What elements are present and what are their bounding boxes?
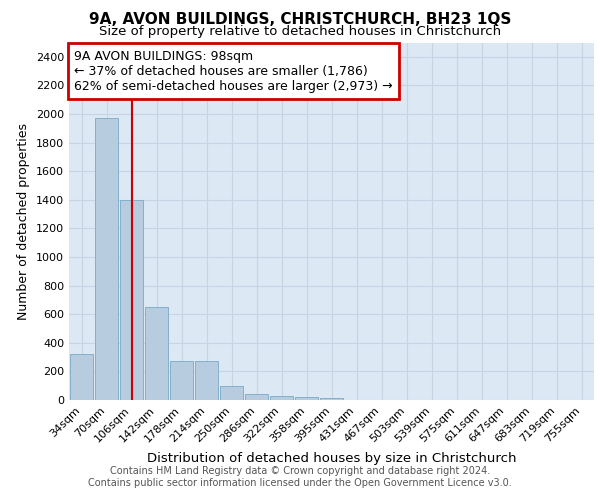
Text: Contains HM Land Registry data © Crown copyright and database right 2024.
Contai: Contains HM Land Registry data © Crown c… bbox=[88, 466, 512, 487]
Text: 9A, AVON BUILDINGS, CHRISTCHURCH, BH23 1QS: 9A, AVON BUILDINGS, CHRISTCHURCH, BH23 1… bbox=[89, 12, 511, 28]
Bar bbox=[119, 200, 143, 400]
Bar bbox=[95, 118, 118, 400]
Bar bbox=[320, 398, 343, 400]
Bar bbox=[145, 307, 169, 400]
Bar bbox=[70, 354, 94, 400]
Bar bbox=[245, 394, 268, 400]
Bar bbox=[220, 386, 244, 400]
Text: Size of property relative to detached houses in Christchurch: Size of property relative to detached ho… bbox=[99, 25, 501, 38]
Bar bbox=[295, 397, 319, 400]
Bar bbox=[170, 360, 193, 400]
Bar bbox=[269, 396, 293, 400]
Y-axis label: Number of detached properties: Number of detached properties bbox=[17, 122, 31, 320]
Text: 9A AVON BUILDINGS: 98sqm
← 37% of detached houses are smaller (1,786)
62% of sem: 9A AVON BUILDINGS: 98sqm ← 37% of detach… bbox=[74, 50, 393, 92]
X-axis label: Distribution of detached houses by size in Christchurch: Distribution of detached houses by size … bbox=[147, 452, 516, 465]
Bar bbox=[194, 360, 218, 400]
